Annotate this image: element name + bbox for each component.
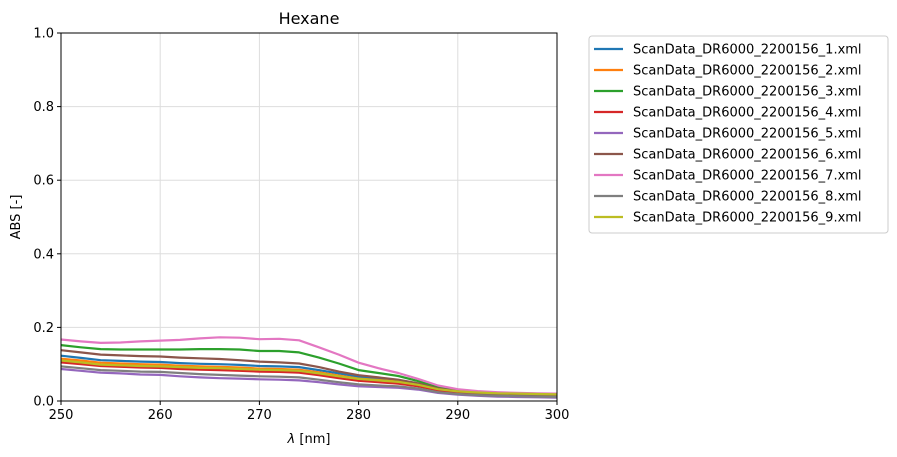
y-tick-label: 0.4 [33, 247, 54, 262]
legend-label-7: ScanData_DR6000_2200156_7.xml [633, 169, 862, 184]
x-tick-label: 280 [346, 408, 371, 423]
y-tick-label: 0.8 [33, 100, 54, 115]
y-axis: 0.0 0.2 0.4 0.6 0.8 1.0 [33, 27, 61, 410]
series-line-9 [60, 359, 558, 396]
x-axis-label-symbol: λ [287, 432, 296, 447]
x-tick-label: 300 [545, 408, 570, 423]
y-tick-label: 0.0 [33, 395, 54, 410]
x-axis-label-unit: [nm] [295, 432, 330, 447]
legend-label-2: ScanData_DR6000_2200156_2.xml [633, 64, 862, 79]
plot-frame [60, 32, 558, 402]
grid [60, 32, 558, 402]
x-tick-label: 250 [49, 408, 74, 423]
chart-title: Hexane [279, 9, 340, 28]
legend-label-5: ScanData_DR6000_2200156_5.xml [633, 127, 862, 142]
y-tick-label: 0.2 [33, 321, 54, 336]
plot-lines [60, 336, 558, 399]
x-tick-label: 270 [247, 408, 272, 423]
x-tick-label: 290 [445, 408, 470, 423]
series-line-7 [60, 336, 558, 395]
y-tick-label: 1.0 [33, 27, 54, 42]
legend-label-3: ScanData_DR6000_2200156_3.xml [633, 85, 862, 100]
legend-label-6: ScanData_DR6000_2200156_6.xml [633, 148, 862, 163]
x-tick-label: 260 [148, 408, 173, 423]
y-tick-label: 0.6 [33, 174, 54, 189]
legend-label-4: ScanData_DR6000_2200156_4.xml [633, 106, 862, 121]
series-line-8 [60, 365, 558, 399]
y-axis-label: ABS [-] [9, 195, 24, 240]
legend: ScanData_DR6000_2200156_1.xml ScanData_DR… [588, 35, 889, 234]
series-line-2 [60, 357, 558, 396]
legend-box [588, 35, 889, 234]
legend-label-9: ScanData_DR6000_2200156_9.xml [633, 211, 862, 226]
x-axis-label: λ [nm] [287, 432, 331, 447]
legend-items: ScanData_DR6000_2200156_1.xml ScanData_DR… [594, 43, 862, 226]
legend-label-1: ScanData_DR6000_2200156_1.xml [633, 43, 862, 58]
legend-label-8: ScanData_DR6000_2200156_8.xml [633, 190, 862, 205]
x-axis: 250 260 270 280 290 300 [49, 401, 570, 423]
